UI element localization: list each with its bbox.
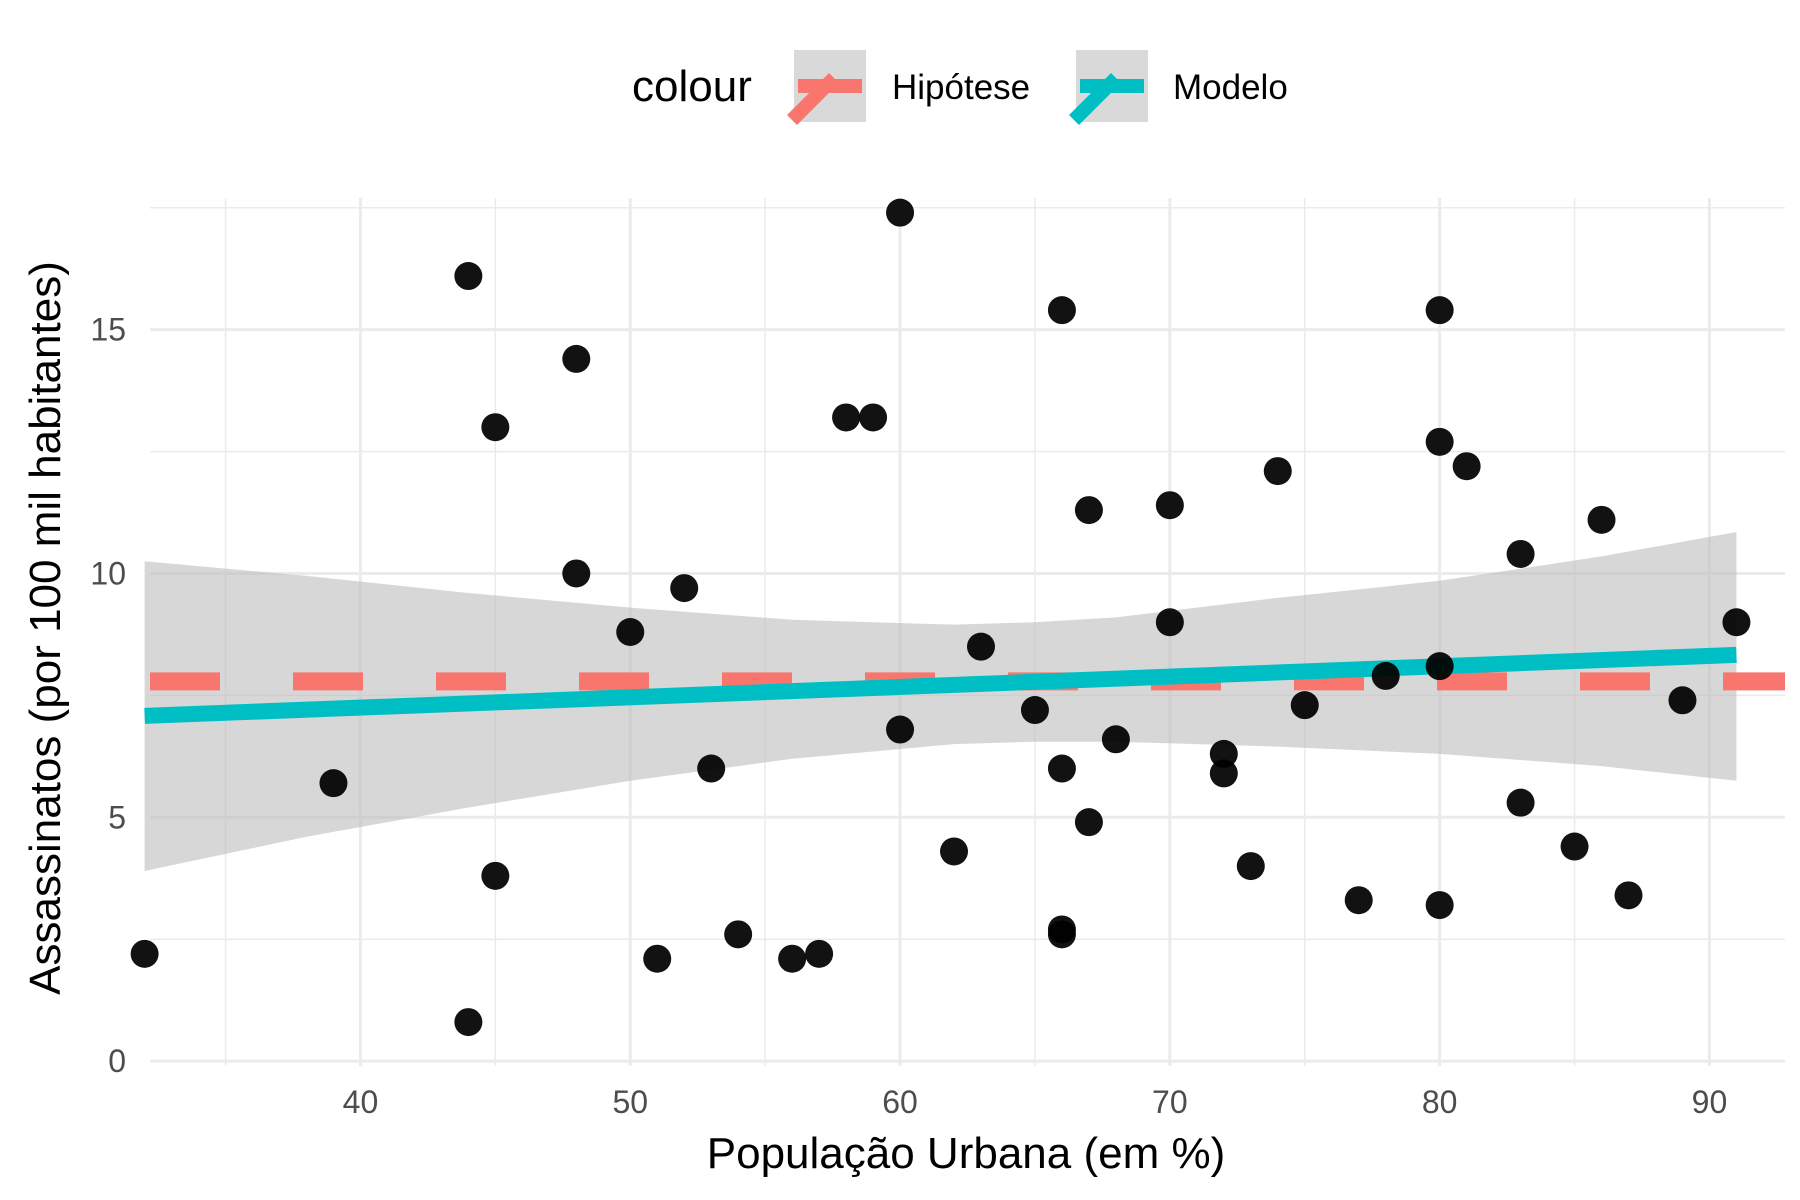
data-point [616,618,645,646]
data-point [1101,725,1130,754]
data-point [1587,505,1616,534]
data-point [1209,739,1238,768]
data-point [1047,920,1076,949]
data-point [481,861,510,890]
data-point [859,403,888,432]
data-point [886,715,915,744]
legend-key-hipotese [787,50,866,125]
x-tick-label: 80 [1422,1084,1458,1120]
data-point [1425,652,1454,681]
data-point [1236,852,1265,881]
data-point [697,754,726,783]
x-tick-label: 70 [1152,1084,1188,1120]
data-point [1722,608,1751,637]
data-point [481,413,510,442]
data-point [805,939,834,968]
x-tick-label: 60 [882,1084,918,1120]
legend-label-hipotese: Hipótese [892,68,1030,107]
data-point [1668,686,1697,715]
x-tick-label: 40 [343,1084,379,1120]
y-tick-label: 5 [108,799,126,835]
data-point [454,1008,483,1037]
data-point [130,939,159,968]
data-point [1209,759,1238,788]
legend-key-modelo [1069,50,1148,125]
y-tick-label: 15 [90,312,126,348]
data-point [1506,788,1535,817]
data-point [1425,427,1454,456]
y-axis-title: Assassinatos (por 100 mil habitantes) [21,261,70,995]
legend-label-modelo: Modelo [1173,68,1288,107]
confidence-band-layer [144,532,1737,871]
data-point [1290,691,1319,720]
data-point [886,198,915,227]
legend-key-slope [787,73,839,125]
data-point [454,262,483,291]
data-point [778,944,807,973]
legend-title: colour [632,62,752,111]
data-point [1425,891,1454,920]
data-point [940,837,969,866]
data-point [562,559,591,588]
data-point [832,403,861,432]
legend-key-slope [1069,73,1121,125]
data-point [562,344,591,373]
x-axis-title: População Urbana (em %) [707,1129,1225,1178]
data-point [1560,832,1589,861]
data-point [1047,754,1076,783]
data-point [1074,496,1103,525]
data-point [643,944,672,973]
data-point [1425,296,1454,325]
tick-labels: 40 50 60 70 80 90 0 5 10 15 [90,312,1727,1120]
y-tick-label: 10 [90,555,126,591]
data-points-layer [130,198,1751,1037]
data-point [1371,661,1400,690]
x-tick-label: 50 [612,1084,648,1120]
data-point [1047,296,1076,325]
data-point [1020,696,1049,725]
data-point [1506,539,1535,568]
confidence-band [144,532,1737,871]
data-point [966,632,995,661]
model-line-layer [144,646,1737,724]
y-tick-label: 0 [108,1043,126,1079]
legend: colour Hipótese Modelo [632,50,1288,125]
data-point [1155,608,1184,637]
data-point [319,769,348,798]
data-point [1452,452,1481,481]
data-point [724,920,753,949]
data-point [670,574,699,603]
data-point [1344,886,1373,915]
data-point [1074,808,1103,837]
data-point [1614,881,1643,910]
x-tick-label: 90 [1692,1084,1728,1120]
model-line [144,646,1737,724]
data-point [1263,457,1292,486]
data-point [1155,491,1184,520]
